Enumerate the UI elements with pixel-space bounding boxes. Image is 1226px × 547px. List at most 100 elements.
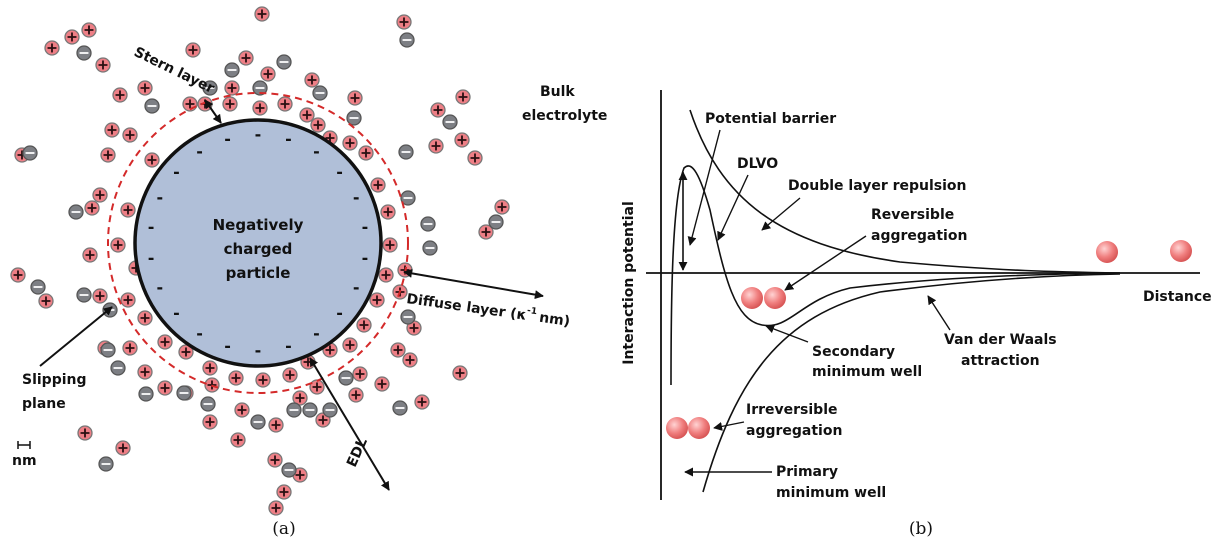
primary-label-line2: minimum well [776, 485, 886, 501]
cation [100, 147, 116, 163]
slipping-plane-circle [107, 92, 409, 394]
cation [299, 107, 315, 123]
surface-charge: - [362, 248, 369, 267]
anion [30, 279, 46, 295]
y-axis-label: Interaction potential [621, 201, 637, 365]
cation [122, 127, 138, 143]
reversible-label-line1: Reversible [871, 207, 954, 223]
anion [338, 370, 354, 386]
diffuse-layer-label: Diffuse layer (κ-1nm) [405, 289, 571, 330]
anion [100, 342, 116, 358]
cation [358, 145, 374, 161]
cation [252, 100, 268, 116]
stern-layer-arrow [204, 99, 222, 124]
irreversible-label-line2: aggregation [746, 423, 842, 439]
cation [370, 177, 386, 193]
cation [110, 237, 126, 253]
anion [312, 85, 328, 101]
cation [396, 14, 412, 30]
caption-b: (b) [909, 519, 933, 539]
cation [120, 292, 136, 308]
cation [352, 366, 368, 382]
cation [467, 150, 483, 166]
scale-bar [17, 441, 31, 449]
anion [399, 32, 415, 48]
anion [22, 145, 38, 161]
cation [414, 394, 430, 410]
colloid-sphere-irreversible-1 [666, 417, 688, 439]
anion [398, 144, 414, 160]
cation [454, 132, 470, 148]
particle-label-line2: charged [224, 240, 293, 258]
anion [276, 54, 292, 70]
cation [185, 42, 201, 58]
cation [38, 293, 54, 309]
cation [430, 102, 446, 118]
potential-barrier-pointer [687, 129, 721, 246]
cation [81, 22, 97, 38]
cation [157, 334, 173, 350]
cation [224, 80, 240, 96]
cation [238, 50, 254, 66]
cation [222, 96, 238, 112]
edl-arrow [309, 357, 390, 491]
anion [400, 190, 416, 206]
vdw-pointer [927, 295, 951, 331]
surface-charge: - [148, 218, 155, 237]
bulk-label-line1: Bulk [540, 84, 575, 100]
cation [77, 425, 93, 441]
dlvo-curve [670, 165, 1121, 386]
cation [374, 376, 390, 392]
cation [276, 484, 292, 500]
charged-particle [133, 118, 383, 368]
secondary-label-line2: minimum well [812, 364, 922, 380]
anion [76, 45, 92, 61]
cation [137, 364, 153, 380]
cation [157, 380, 173, 396]
anion [200, 396, 216, 412]
anion [422, 240, 438, 256]
cation [304, 72, 320, 88]
vdw-label-line1: Van der Waals [944, 332, 1057, 348]
bulk-label-line2: electrolyte [522, 108, 607, 124]
cation [44, 40, 60, 56]
surface-charge: - [224, 337, 231, 356]
anion [281, 462, 297, 478]
surface-charge: - [255, 341, 262, 360]
cation [292, 390, 308, 406]
cation [82, 247, 98, 263]
cation [255, 372, 271, 388]
anion [76, 287, 92, 303]
anion [110, 360, 126, 376]
anion [98, 456, 114, 472]
surface-charge: - [353, 278, 360, 297]
particle-label-line3: particle [226, 264, 291, 282]
surface-charge: - [224, 129, 231, 148]
slipping-plane-line2: plane [22, 396, 66, 412]
cation [402, 352, 418, 368]
colloid-sphere-reversible-1 [741, 287, 763, 309]
cation [494, 199, 510, 215]
surface-charge: - [148, 248, 155, 267]
anion [250, 414, 266, 430]
surface-charge: - [313, 142, 320, 161]
primary-label-line1: Primary [776, 464, 838, 480]
double-layer-repulsion-curve [689, 109, 1121, 274]
anion [488, 214, 504, 230]
cation [122, 340, 138, 356]
surface-charge: - [362, 218, 369, 237]
cation [356, 317, 372, 333]
secondary-pointer [765, 324, 809, 343]
colloid-sphere-irreversible-2 [688, 417, 710, 439]
anion [102, 302, 118, 318]
anion [224, 62, 240, 78]
anion [138, 386, 154, 402]
anion [286, 402, 302, 418]
particle-label-line1: Negatively [213, 216, 304, 234]
cation [348, 387, 364, 403]
colloid-sphere-bulk-1 [1096, 241, 1118, 263]
anion [202, 80, 218, 96]
cation [268, 500, 284, 516]
cation [347, 90, 363, 106]
